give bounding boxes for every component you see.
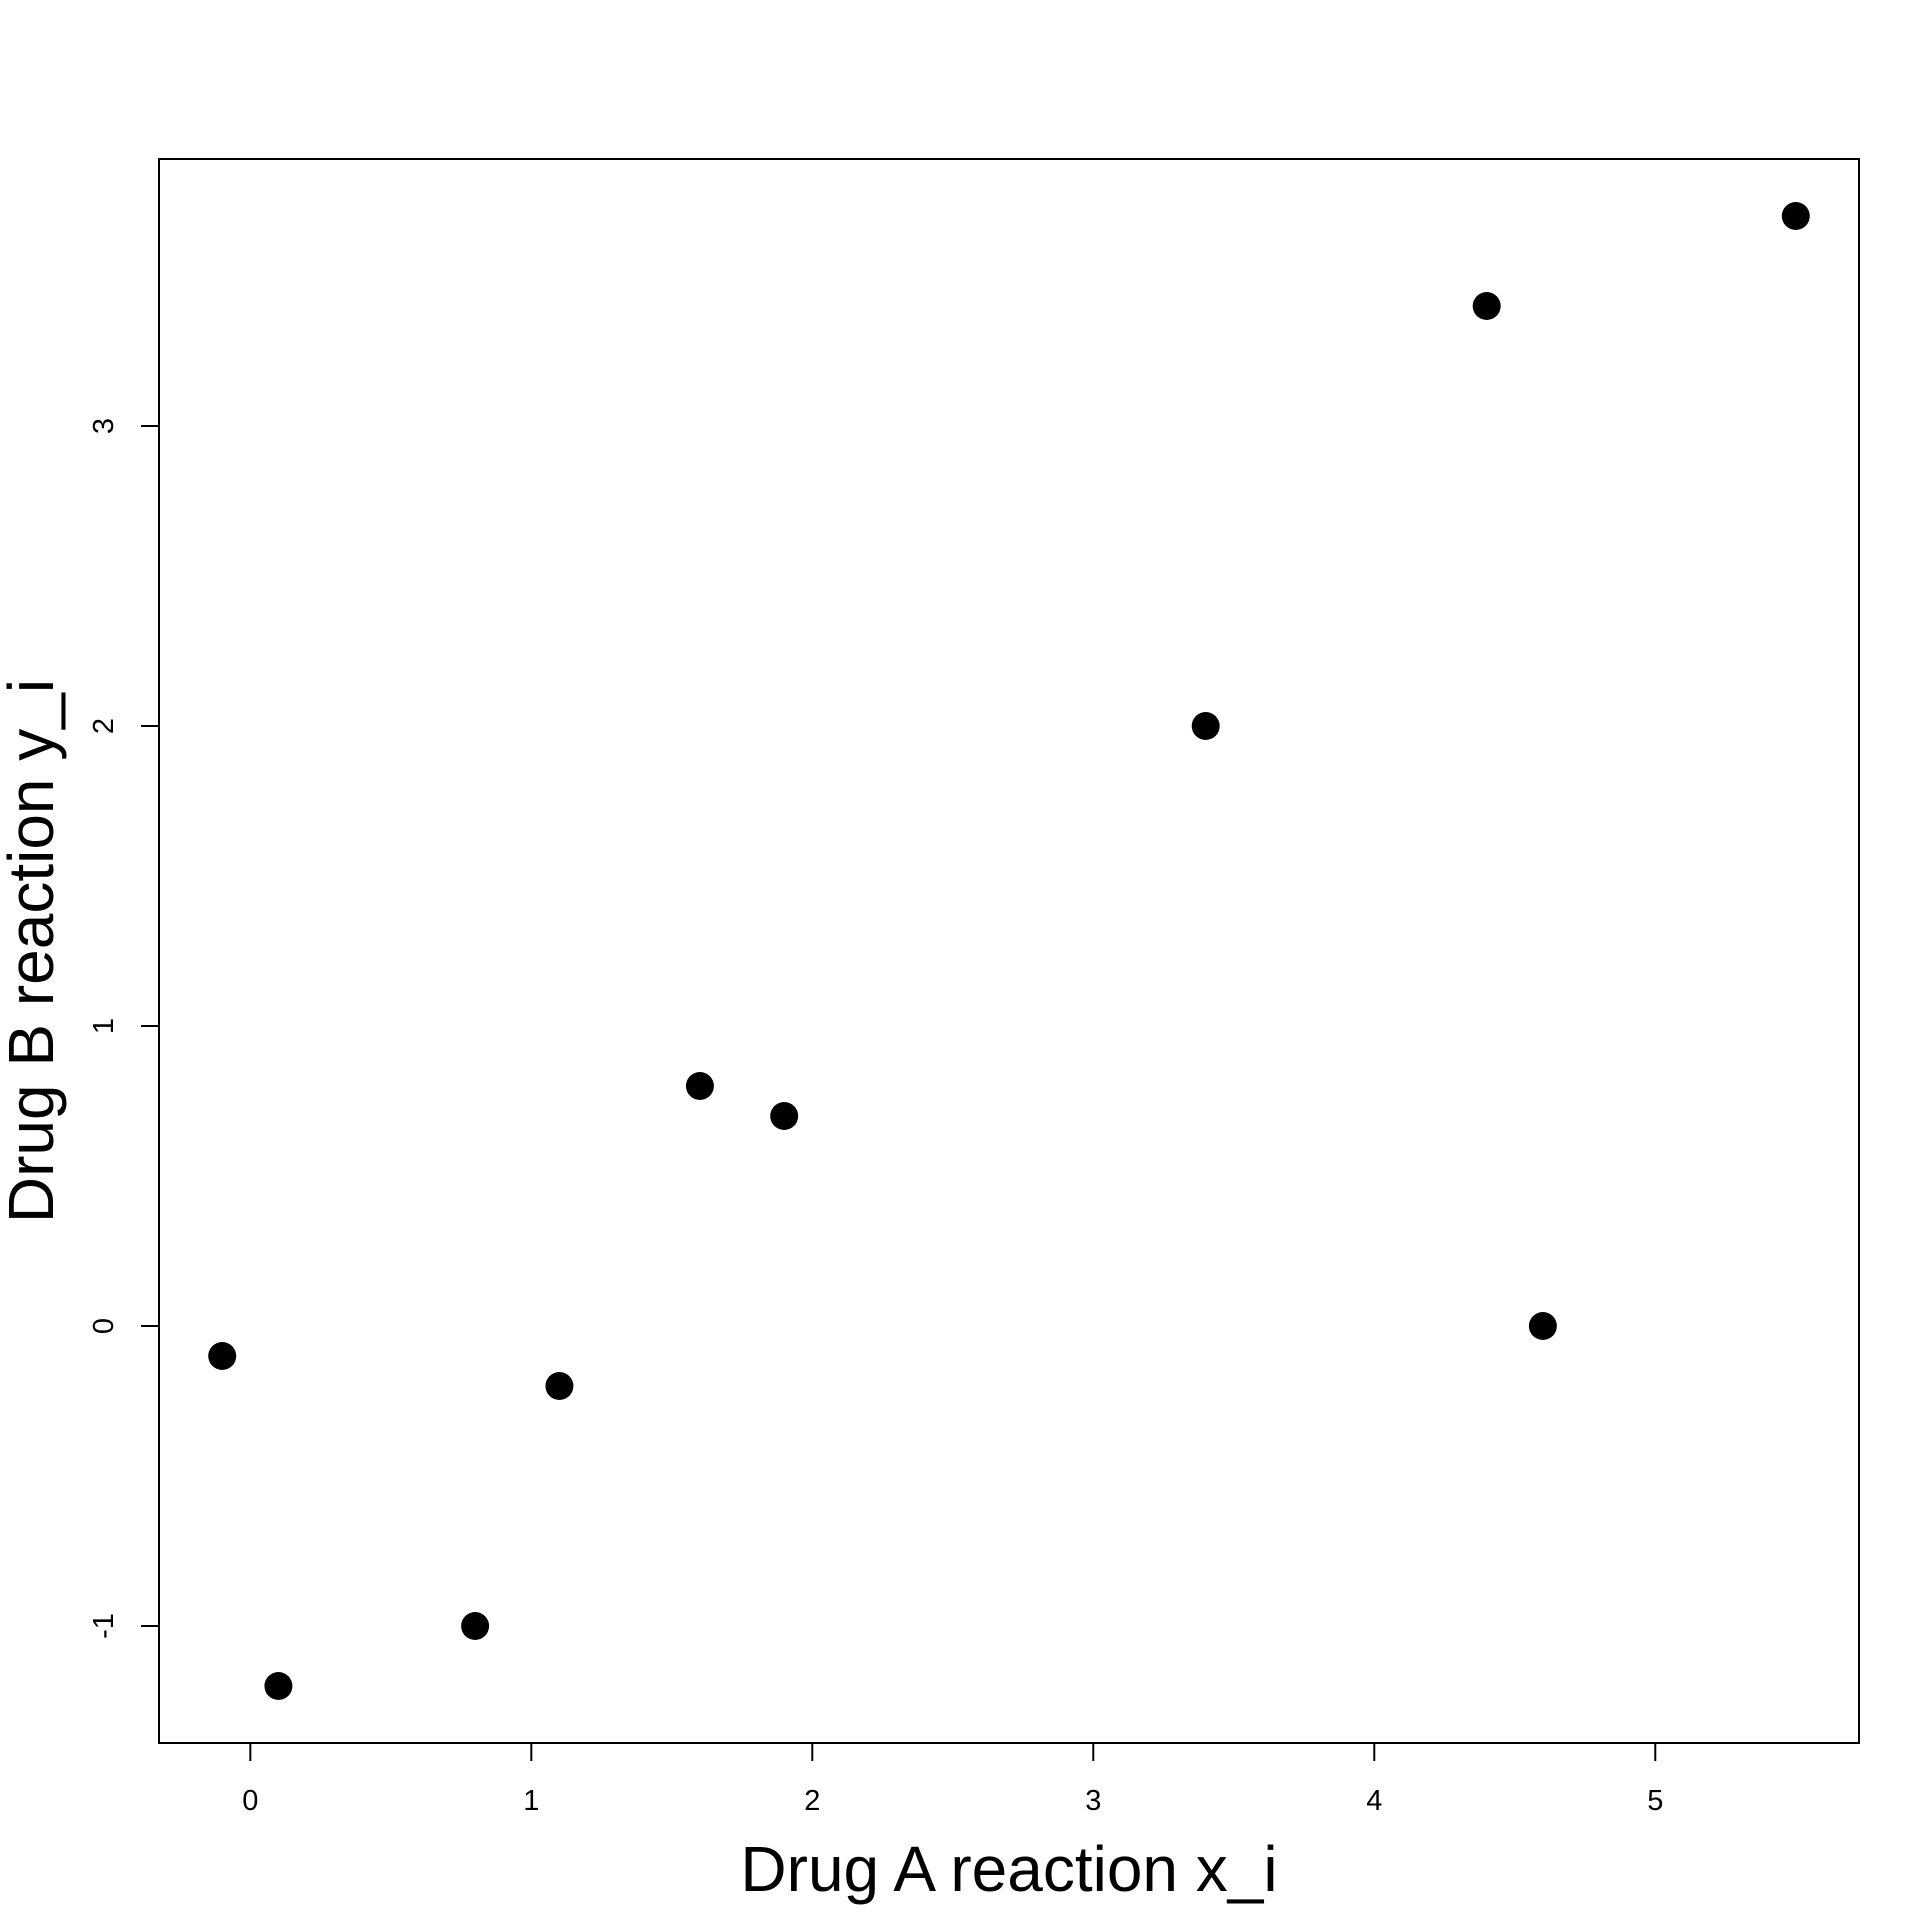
data-point xyxy=(1191,712,1220,740)
data-point xyxy=(1472,292,1501,320)
y-tick-label: 0 xyxy=(88,1318,120,1334)
data-points xyxy=(208,202,1810,1700)
data-point xyxy=(1781,202,1810,230)
data-point xyxy=(685,1072,714,1100)
y-tick-label: 3 xyxy=(88,418,120,434)
data-point xyxy=(264,1672,293,1700)
y-tick-label: 1 xyxy=(88,1018,120,1034)
data-point xyxy=(1528,1312,1557,1340)
y-axis-title: Drug B reaction y_i xyxy=(0,679,67,1223)
x-axis: 0 1 2 3 4 5 xyxy=(242,1742,1663,1817)
y-tick-label: 2 xyxy=(88,718,120,734)
x-tick-label: 0 xyxy=(242,1785,258,1817)
data-point xyxy=(545,1372,574,1400)
x-tick-label: 3 xyxy=(1085,1785,1101,1817)
y-axis: -1 0 1 2 3 xyxy=(88,418,160,1639)
plot-frame xyxy=(158,158,1860,1744)
x-axis-title: Drug A reaction x_i xyxy=(740,1833,1277,1905)
data-point xyxy=(770,1102,799,1130)
x-tick-label: 4 xyxy=(1366,1785,1382,1817)
x-tick-label: 2 xyxy=(804,1785,820,1817)
y-tick-label: -1 xyxy=(88,1613,120,1639)
x-tick-label: 1 xyxy=(523,1785,539,1817)
x-tick-label: 5 xyxy=(1647,1785,1663,1817)
data-point xyxy=(461,1612,490,1640)
data-point xyxy=(208,1342,237,1370)
